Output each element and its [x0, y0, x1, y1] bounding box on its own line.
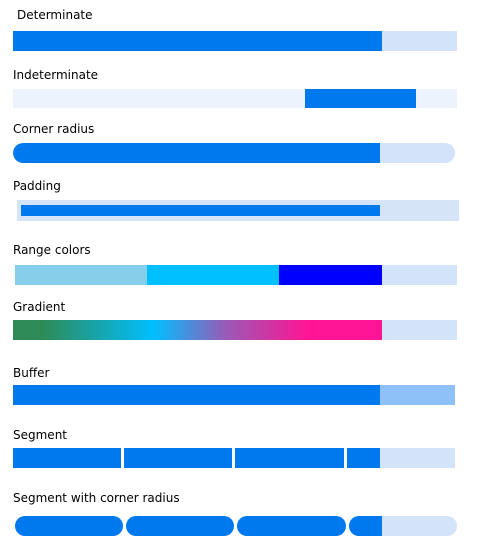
indeterminate-progress-indicator: [305, 89, 416, 108]
indeterminate-progress-bar: [13, 89, 457, 108]
segment-2: [124, 448, 232, 468]
padding-label: Padding: [13, 179, 61, 193]
range-colors-label: Range colors: [13, 243, 91, 257]
buffer-label: Buffer: [13, 366, 49, 380]
segment-progress-bar: [13, 448, 455, 468]
range-colors-segment-2: [147, 265, 279, 285]
indeterminate-label: Indeterminate: [13, 68, 98, 82]
gradient-label: Gradient: [13, 300, 65, 314]
gradient-progress-fill: [13, 320, 382, 340]
rounded-segment-3: [237, 516, 346, 536]
rounded-segment-4: [349, 516, 457, 536]
rounded-segment-2: [126, 516, 234, 536]
determinate-progress-bar: [13, 31, 457, 51]
determinate-progress-fill: [13, 31, 382, 51]
segment-radius-label: Segment with corner radius: [13, 491, 180, 505]
gradient-progress-bar: [13, 320, 457, 340]
rounded-segment-1: [15, 516, 123, 536]
segment-3: [235, 448, 344, 468]
segment-1: [13, 448, 121, 468]
rounded-segment-4-fill: [349, 516, 382, 536]
segment-radius-progress-bar: [15, 516, 457, 536]
buffer-progress-fill: [13, 385, 380, 405]
segment-label: Segment: [13, 428, 67, 442]
buffer-progress-bar: [13, 385, 455, 405]
corner-radius-progress-bar: [13, 143, 455, 163]
determinate-label: Determinate: [17, 8, 93, 22]
padding-progress-fill: [21, 205, 380, 216]
range-colors-progress-bar: [15, 265, 457, 285]
padding-progress-bar: [17, 200, 459, 221]
segment-4-fill: [347, 448, 380, 468]
corner-radius-label: Corner radius: [13, 122, 94, 136]
range-colors-segment-1: [15, 265, 147, 285]
corner-radius-progress-fill: [13, 143, 380, 163]
range-colors-segment-3: [279, 265, 382, 285]
